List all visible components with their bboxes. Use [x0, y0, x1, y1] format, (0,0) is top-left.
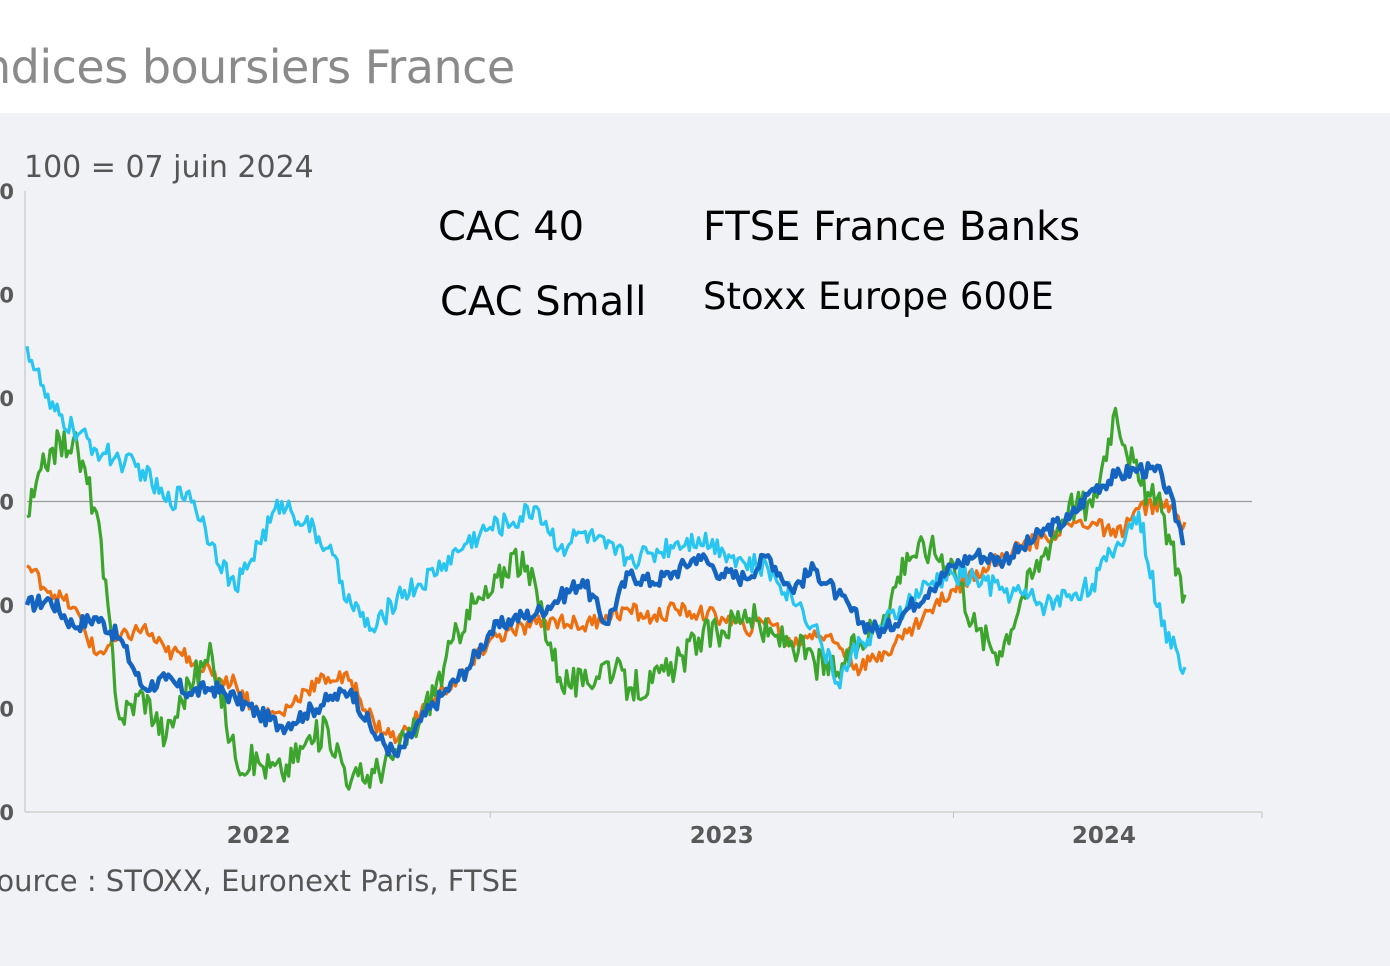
x-tick-label: 2023: [690, 823, 754, 849]
chart-grid: [24, 191, 1263, 818]
y-tick-label: 0: [0, 284, 14, 308]
y-tick-label: 0: [0, 594, 14, 618]
chart-source: Source : STOXX, Euronext Paris, FTSE: [0, 864, 519, 898]
y-tick-label: 0: [0, 387, 14, 411]
legend-item-ftse-banks: FTSE France Banks: [703, 204, 1081, 250]
y-tick-label: 0: [0, 491, 14, 515]
chart-series: [24, 346, 1187, 791]
series-line-cac-40: [24, 460, 1186, 759]
chart-note: 100 = 07 juin 2024: [24, 150, 314, 185]
series-line-stoxx-europe-600e: [26, 494, 1187, 745]
y-tick-label: 0: [0, 801, 14, 825]
chart-panel: [0, 113, 1390, 966]
y-tick-label: 0: [0, 698, 14, 722]
x-tick-label: 2022: [227, 823, 291, 849]
legend-item-cac-small: CAC Small: [440, 279, 647, 325]
page-title: ndices boursiers France: [0, 40, 515, 94]
chart-ticks: 0 0 0 0 0 0 0 2022 2023 2024: [0, 180, 1136, 849]
legend-item-stoxx: Stoxx Europe 600E: [703, 275, 1054, 318]
series-line-cac-small: [25, 346, 1187, 690]
y-tick-label: 0: [0, 180, 14, 204]
x-tick-label: 2024: [1072, 823, 1136, 849]
legend-item-cac40: CAC 40: [438, 204, 585, 250]
